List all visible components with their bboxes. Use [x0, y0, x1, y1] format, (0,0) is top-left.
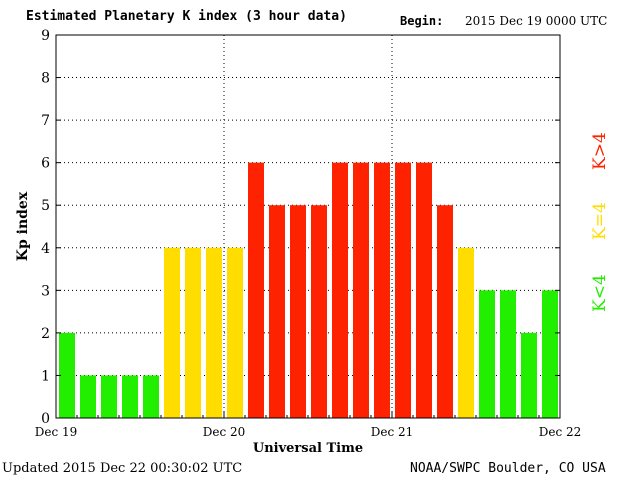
y-tick-label: 2 [41, 326, 50, 342]
x-tick-label: Dec 20 [203, 425, 246, 439]
legend-yellow-label: K=4 [590, 202, 610, 240]
updated-timestamp: Updated 2015 Dec 22 00:30:02 UTC [2, 461, 243, 476]
kp-bar [521, 332, 537, 418]
kp-bar [59, 332, 75, 418]
x-tick-label: Dec 22 [539, 425, 582, 439]
y-tick-label: 0 [41, 411, 50, 427]
kp-bar [290, 205, 306, 418]
kp-bar [332, 162, 348, 418]
kp-bar [458, 247, 474, 418]
y-tick-label: 1 [41, 368, 50, 384]
x-tick-label: Dec 19 [35, 425, 78, 439]
kp-bar [374, 162, 390, 418]
kp-bar [437, 205, 453, 418]
kp-bar [80, 375, 96, 418]
kp-bar [143, 375, 159, 418]
kp-bar [269, 205, 285, 418]
y-tick-label: 4 [41, 241, 50, 257]
kp-bar [479, 290, 495, 418]
y-tick-label: 8 [41, 71, 50, 87]
kp-bar [122, 375, 138, 418]
kp-bar [416, 162, 432, 418]
y-tick-label: 5 [41, 198, 50, 214]
credit-label: NOAA/SWPC Boulder, CO USA [410, 461, 606, 476]
y-tick-label: 7 [41, 113, 50, 129]
kp-bar [248, 162, 264, 418]
kp-bar [395, 162, 411, 418]
kp-bar [311, 205, 327, 418]
kp-bar [353, 162, 369, 418]
kp-bar [227, 247, 243, 418]
y-tick-label: 9 [41, 28, 50, 44]
begin-value: 2015 Dec 19 0000 UTC [465, 14, 608, 28]
kp-bar [185, 247, 201, 418]
kp-bar [542, 290, 558, 418]
chart-title: Estimated Planetary K index (3 hour data… [26, 9, 347, 24]
kp-bar [206, 247, 222, 418]
x-tick-label: Dec 21 [371, 425, 414, 439]
y-tick-label: 3 [41, 283, 50, 299]
kp-bar [101, 375, 117, 418]
x-axis-label: Universal Time [253, 441, 363, 456]
kp-bar [500, 290, 516, 418]
kp-bar [164, 247, 180, 418]
y-tick-label: 6 [41, 156, 50, 172]
begin-label: Begin: [400, 14, 444, 28]
legend-red-label: K>4 [590, 132, 610, 170]
y-axis-label: Kp index [15, 191, 31, 261]
legend-green-label: K<4 [590, 274, 610, 312]
